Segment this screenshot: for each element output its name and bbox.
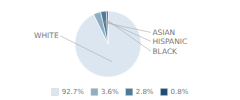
legend-swatch bbox=[126, 89, 133, 96]
legend-label: 3.6% bbox=[101, 88, 119, 96]
slice-label: BLACK bbox=[152, 47, 178, 56]
legend-label: 92.7% bbox=[62, 88, 85, 96]
legend: 92.7% 3.6% 2.8% 0.8% bbox=[52, 88, 189, 96]
annotation-line bbox=[107, 20, 150, 51]
pie-slice bbox=[94, 12, 108, 44]
legend-item: 3.6% bbox=[91, 88, 119, 96]
annotation-line bbox=[60, 36, 112, 62]
legend-item: 2.8% bbox=[126, 88, 154, 96]
legend-swatch bbox=[52, 89, 59, 96]
legend-swatch bbox=[91, 89, 98, 96]
pie-slice bbox=[101, 11, 108, 44]
slice-label: WHITE bbox=[34, 31, 59, 40]
legend-label: 0.8% bbox=[171, 88, 189, 96]
slice-label: ASIAN bbox=[152, 28, 175, 37]
annotation-line bbox=[100, 22, 151, 33]
legend-swatch bbox=[161, 89, 168, 96]
legend-label: 2.8% bbox=[136, 88, 154, 96]
pie-slice bbox=[106, 11, 108, 44]
annotations: WHITE ASIANHISPANICBLACK bbox=[34, 20, 187, 61]
slice-label: HISPANIC bbox=[152, 37, 187, 46]
legend-item: 92.7% bbox=[52, 88, 85, 96]
chart: WHITE ASIANHISPANICBLACK 92.7% 3.6% 2.8% 0.8% bbox=[0, 0, 240, 100]
legend-item: 0.8% bbox=[161, 88, 189, 96]
